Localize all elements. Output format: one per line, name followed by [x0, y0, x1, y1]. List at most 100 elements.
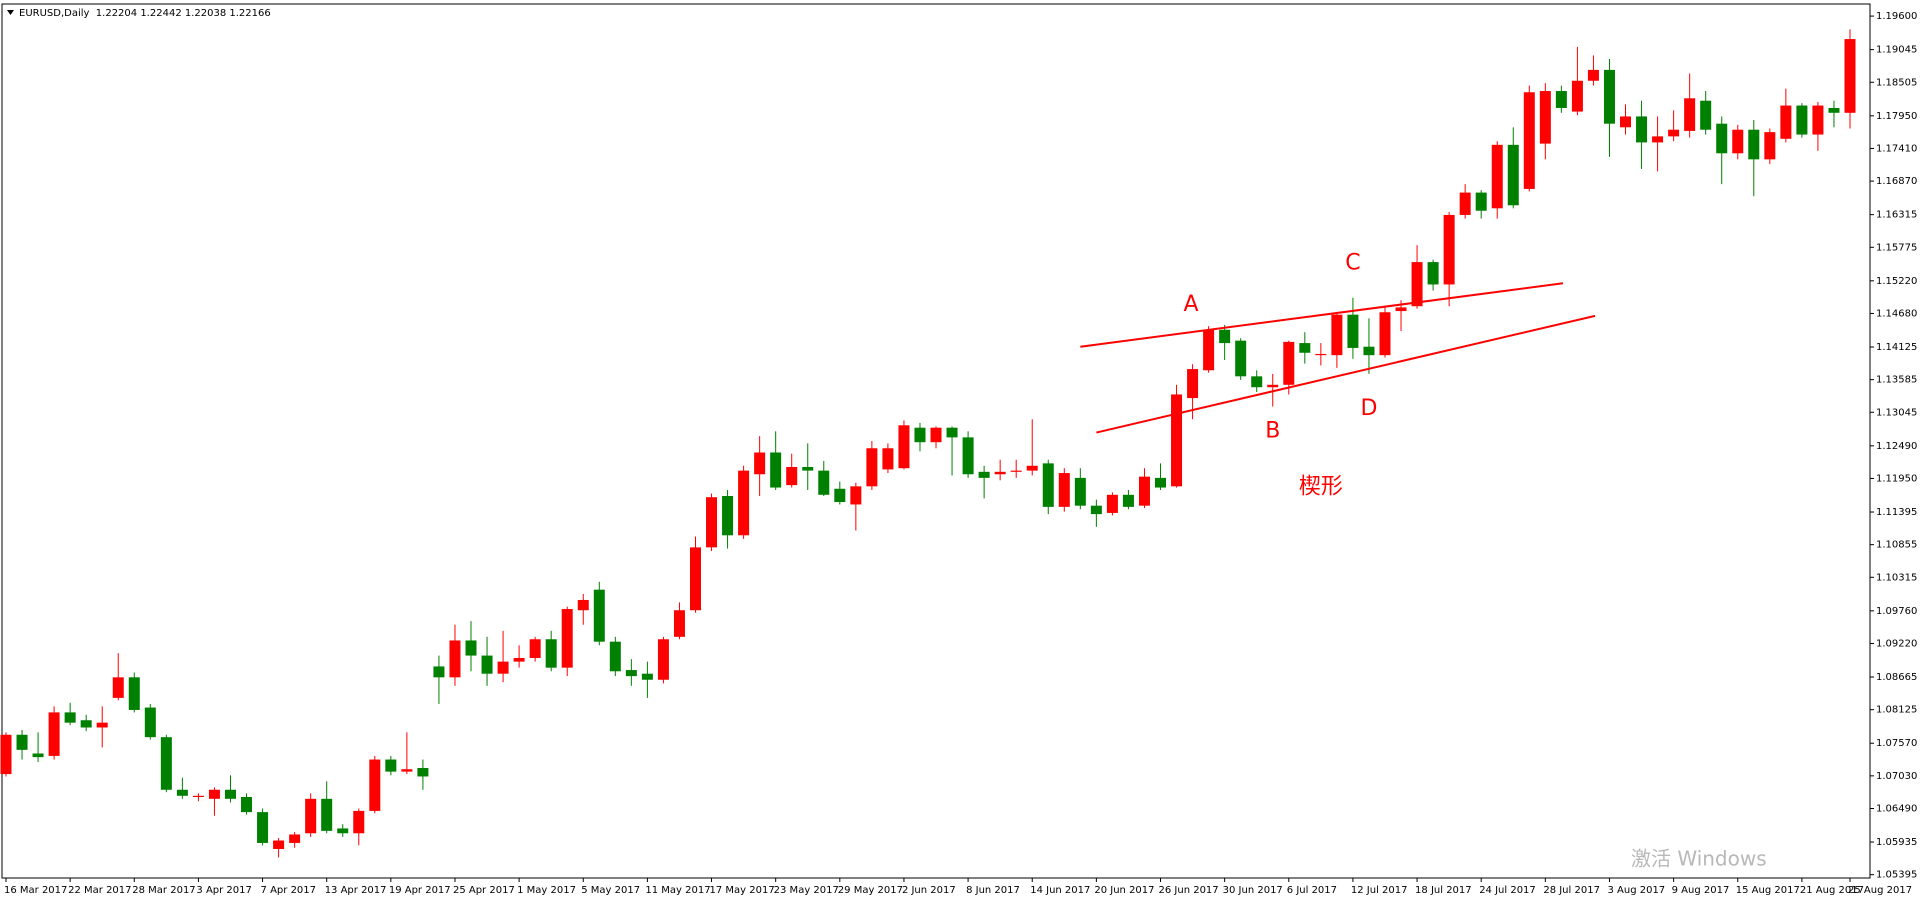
candle-body	[994, 471, 1006, 475]
candle-body	[1764, 132, 1776, 160]
y-tick-label: 1.09760	[1876, 606, 1917, 617]
candle-body	[1251, 376, 1263, 388]
candle-body	[32, 753, 44, 758]
candle-body	[1235, 340, 1247, 377]
x-tick-label: 26 Jun 2017	[1159, 885, 1219, 896]
candle-body	[866, 448, 878, 487]
y-tick-label: 1.13045	[1876, 407, 1917, 418]
candle-body	[1427, 262, 1439, 285]
candle-body	[1507, 144, 1519, 206]
candle-body	[834, 488, 846, 503]
annotation: A	[1183, 292, 1198, 317]
candle-body	[1090, 505, 1102, 515]
y-tick-label: 1.15775	[1876, 242, 1917, 253]
y-tick-label: 1.16870	[1876, 176, 1917, 187]
x-tick-label: 11 May 2017	[645, 885, 710, 896]
candle-body	[257, 812, 269, 843]
candle-body	[321, 798, 333, 831]
candle-body	[818, 470, 830, 495]
candle-body	[1122, 494, 1134, 507]
candle-body	[273, 840, 285, 849]
candle-body	[786, 466, 798, 486]
candle-body	[1379, 312, 1391, 356]
candle-body	[16, 734, 28, 750]
x-tick-label: 5 May 2017	[581, 885, 640, 896]
x-tick-label: 3 Apr 2017	[196, 885, 251, 896]
candle-body	[561, 609, 573, 668]
menu-triangle[interactable]	[7, 10, 14, 15]
y-tick-label: 1.19045	[1876, 45, 1917, 56]
candle-body	[1539, 91, 1551, 144]
candle-body	[337, 828, 349, 834]
candle-body	[449, 640, 461, 678]
candle-body	[401, 769, 413, 772]
candle-body	[433, 666, 445, 678]
candle-body	[1571, 80, 1583, 112]
candle-body	[224, 789, 236, 799]
candle-body	[850, 486, 862, 505]
y-tick-label: 1.14125	[1876, 342, 1917, 353]
y-tick-label: 1.05935	[1876, 837, 1917, 848]
candle-body	[1443, 214, 1455, 285]
trend-line	[1096, 314, 1596, 434]
candle-body	[160, 737, 172, 790]
candle-body	[978, 471, 990, 478]
candle-body	[481, 655, 493, 674]
candle-body	[1219, 329, 1231, 344]
candle-body	[1395, 307, 1407, 312]
candle-body	[962, 437, 974, 475]
annotation: 楔形	[1299, 475, 1343, 500]
x-tick-label: 18 Jul 2017	[1415, 885, 1472, 896]
candle-body	[1315, 353, 1327, 356]
candle-body	[305, 798, 317, 834]
x-tick-label: 21 Aug 2017	[1800, 885, 1864, 896]
candle-body	[1042, 463, 1054, 507]
candle-body	[1363, 346, 1375, 356]
candle-body	[593, 589, 605, 642]
y-tick-label: 1.07030	[1876, 771, 1917, 782]
candle-body	[1299, 343, 1311, 353]
candle-body	[1411, 262, 1423, 307]
candle-body	[96, 722, 108, 728]
x-tick-label: 29 May 2017	[838, 885, 903, 896]
candle-body	[112, 677, 124, 698]
candle-body	[754, 452, 766, 475]
x-tick-label: 23 May 2017	[774, 885, 839, 896]
candle-body	[1844, 39, 1856, 113]
candle-body	[914, 427, 926, 443]
candle-body	[722, 496, 734, 536]
candle-body	[930, 427, 942, 443]
candle-body	[192, 795, 204, 798]
x-tick-label: 14 Jun 2017	[1030, 885, 1090, 896]
candle-body	[1331, 314, 1343, 356]
candle-body	[1652, 136, 1664, 143]
x-tick-label: 22 Mar 2017	[68, 885, 131, 896]
candle-body	[882, 448, 894, 470]
candle-body	[1523, 92, 1535, 189]
y-tick-label: 1.16315	[1876, 210, 1917, 221]
candle-body	[1700, 100, 1712, 130]
candle-body	[609, 641, 621, 672]
y-tick-label: 1.07570	[1876, 738, 1917, 749]
candle-body	[289, 834, 301, 843]
y-tick-label: 1.14680	[1876, 308, 1917, 319]
candle-body	[1010, 470, 1022, 472]
candle-body	[1171, 394, 1183, 487]
x-tick-label: 9 Aug 2017	[1672, 885, 1730, 896]
x-tick-label: 6 Jul 2017	[1287, 885, 1337, 896]
candle-body	[1138, 476, 1150, 506]
annotation: B	[1265, 418, 1280, 443]
x-tick-label: 3 Aug 2017	[1607, 885, 1665, 896]
candle-body	[1636, 116, 1648, 143]
candle-body	[128, 677, 140, 710]
candle-body	[1748, 129, 1760, 160]
y-tick-label: 1.11950	[1876, 473, 1917, 484]
candle-body	[1203, 329, 1215, 371]
x-tick-label: 28 Mar 2017	[132, 885, 195, 896]
y-tick-label: 1.13585	[1876, 375, 1917, 386]
candle-body	[465, 640, 477, 656]
y-tick-label: 1.08665	[1876, 672, 1917, 683]
y-tick-label: 1.17950	[1876, 111, 1917, 122]
x-tick-label: 24 Jul 2017	[1479, 885, 1536, 896]
